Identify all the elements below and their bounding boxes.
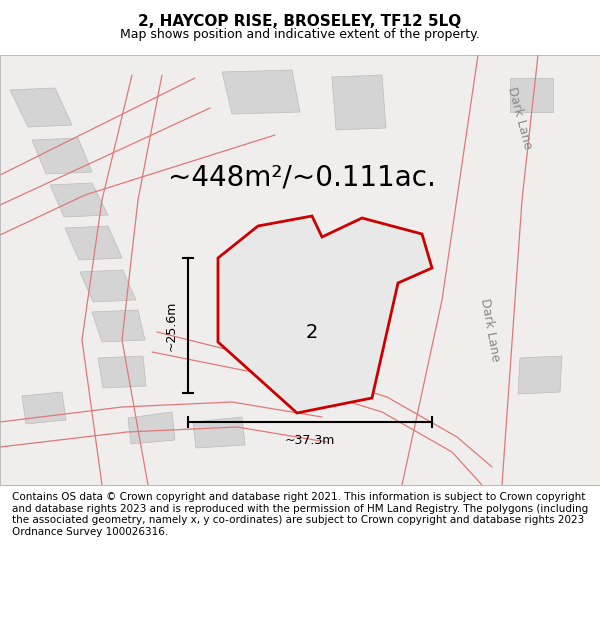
Polygon shape: [193, 417, 245, 448]
Text: Dark Lane: Dark Lane: [505, 86, 535, 151]
Polygon shape: [80, 270, 136, 302]
Text: Dark Lane: Dark Lane: [478, 298, 502, 362]
Polygon shape: [50, 183, 108, 217]
Text: 2, HAYCOP RISE, BROSELEY, TF12 5LQ: 2, HAYCOP RISE, BROSELEY, TF12 5LQ: [139, 14, 461, 29]
Text: Contains OS data © Crown copyright and database right 2021. This information is : Contains OS data © Crown copyright and d…: [12, 492, 588, 537]
Text: ~25.6m: ~25.6m: [165, 300, 178, 351]
Polygon shape: [222, 70, 300, 114]
Polygon shape: [92, 310, 145, 342]
Polygon shape: [98, 356, 146, 388]
Polygon shape: [518, 356, 562, 394]
Polygon shape: [128, 412, 175, 444]
Polygon shape: [510, 78, 553, 112]
Polygon shape: [332, 75, 386, 130]
Polygon shape: [65, 226, 122, 260]
Text: ~37.3m: ~37.3m: [285, 434, 335, 447]
Polygon shape: [218, 216, 432, 413]
Polygon shape: [10, 88, 72, 127]
Text: ~448m²/~0.111ac.: ~448m²/~0.111ac.: [168, 164, 436, 192]
Polygon shape: [32, 138, 92, 174]
Polygon shape: [0, 55, 600, 485]
Text: Map shows position and indicative extent of the property.: Map shows position and indicative extent…: [120, 28, 480, 41]
Text: 2: 2: [306, 322, 318, 341]
Polygon shape: [22, 392, 66, 424]
